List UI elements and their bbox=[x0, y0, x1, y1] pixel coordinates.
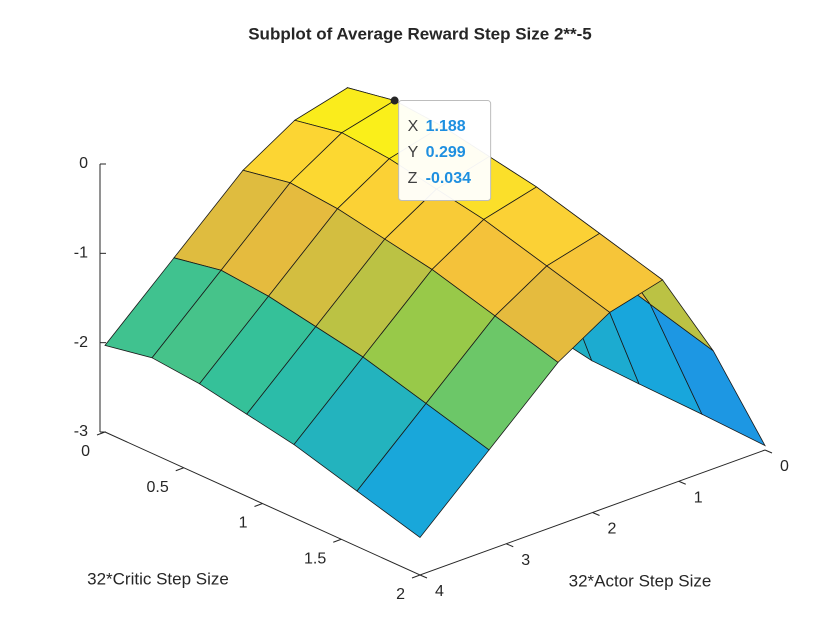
y-tick-label: 1.5 bbox=[304, 550, 326, 567]
x-tick bbox=[764, 449, 773, 454]
axes: 0 -1 -2 -3 0 0.5 1 1.5 2 0 1 2 3 4 32*Critic Step Size… bbox=[74, 155, 789, 603]
x-tick-label: 1 bbox=[694, 489, 703, 506]
y-tick bbox=[333, 538, 342, 543]
x-tick bbox=[419, 574, 428, 579]
y-tick bbox=[175, 467, 184, 472]
y-tick bbox=[96, 431, 106, 436]
x-tick-label: 3 bbox=[521, 552, 530, 569]
surface-face bbox=[356, 402, 490, 539]
y-tick-label: 1 bbox=[239, 515, 248, 532]
x-tick-label: 2 bbox=[608, 521, 617, 538]
datatip-value: -0.034 bbox=[426, 170, 471, 187]
x-tick-label: 0 bbox=[780, 458, 789, 475]
x-axis-label: 32*Actor Step Size bbox=[569, 571, 712, 590]
z-tick-label: 0 bbox=[79, 155, 88, 172]
x-tick bbox=[506, 543, 514, 548]
y-tick bbox=[254, 503, 263, 507]
z-tick-label: -1 bbox=[74, 245, 88, 262]
datatip-value: 1.188 bbox=[426, 118, 466, 135]
y-tick bbox=[411, 574, 421, 579]
datatip-box bbox=[398, 100, 492, 202]
y-tick-label: 0 bbox=[81, 443, 90, 460]
x-tick bbox=[678, 480, 686, 485]
x-tick-label: 4 bbox=[435, 583, 444, 600]
datatip-marker bbox=[390, 96, 399, 105]
chart-title: Subplot of Average Reward Step Size 2**-… bbox=[248, 24, 592, 43]
datatip-value: 0.299 bbox=[426, 144, 466, 161]
z-tick-label: -3 bbox=[74, 423, 88, 440]
z-tick-label: -2 bbox=[74, 334, 88, 351]
datatip-label: X bbox=[408, 118, 419, 135]
x-tick bbox=[592, 512, 600, 516]
y-tick-label: 2 bbox=[396, 586, 405, 603]
y-axis-label: 32*Critic Step Size bbox=[87, 569, 229, 588]
datatip: X 1.188 Y 0.299 Z -0.034 bbox=[390, 96, 492, 202]
datatip-label: Y bbox=[408, 144, 419, 161]
datatip-label: Z bbox=[408, 170, 418, 187]
y-tick-label: 0.5 bbox=[147, 479, 169, 496]
